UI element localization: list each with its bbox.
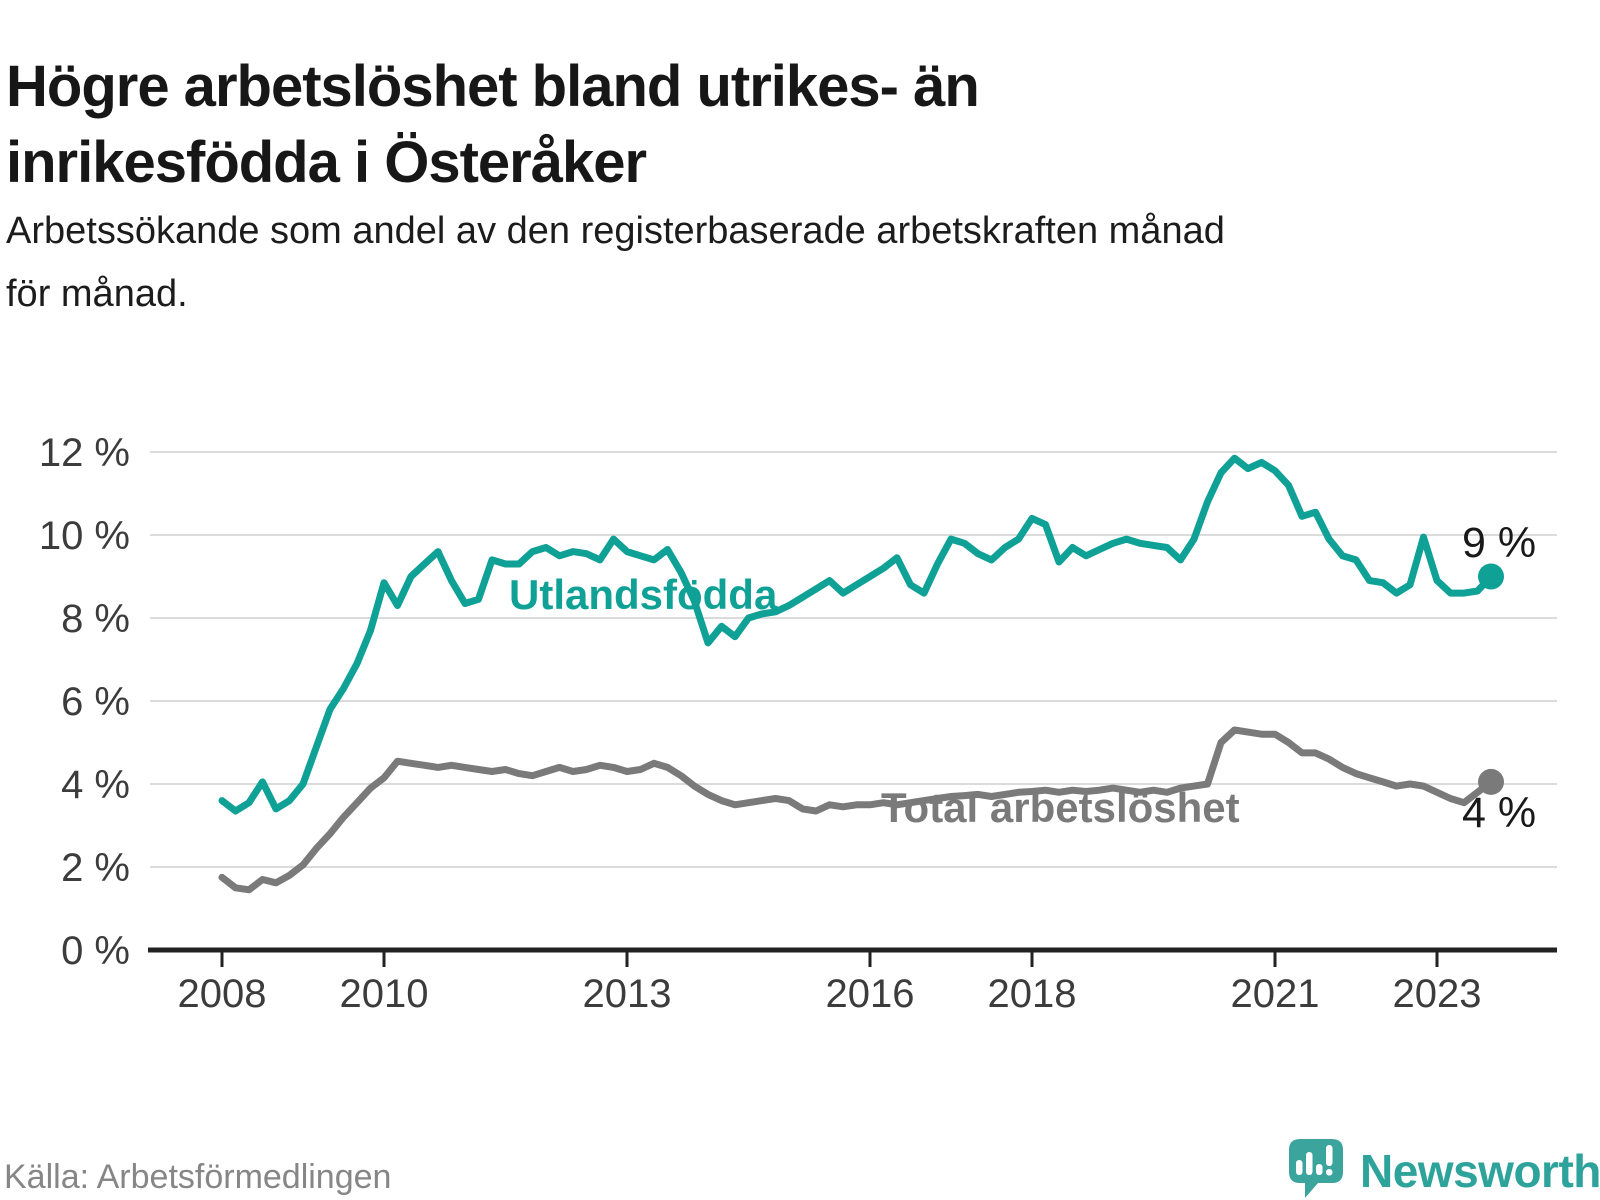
x-tick-label-2013: 2013	[583, 972, 672, 1016]
end-value-label-utlandsfodda: 9 %	[1462, 519, 1537, 567]
y-tick-label-10: 10 %	[39, 514, 130, 558]
newsworthy-wordmark: Newsworthy	[1360, 1145, 1600, 1197]
series-label-utlandsfodda: Utlandsfödda	[509, 571, 778, 618]
y-tick-label-6: 6 %	[61, 680, 130, 724]
utlandsfodda-end-dot	[1478, 563, 1504, 590]
x-tick-label-2008: 2008	[178, 972, 267, 1016]
source-note: Källa: Arbetsförmedlingen	[4, 1158, 392, 1196]
utlandsfodda-line	[218, 454, 1495, 815]
chart-subtitle-line-2: för månad.	[6, 273, 188, 315]
end-value-label-total: 4 %	[1462, 789, 1537, 837]
chart-subtitle: Arbetssökande som andel av den registerb…	[6, 200, 1546, 326]
y-tick-label-12: 12 %	[39, 431, 130, 475]
total-line	[218, 726, 1495, 894]
page-title-line-2: inrikesfödda i Österåker	[6, 129, 647, 195]
y-tick-label-4: 4 %	[61, 763, 130, 807]
x-tick-label-2010: 2010	[340, 972, 429, 1016]
newsworthy-bubble-chart-icon	[1289, 1139, 1343, 1198]
page-title-line-1: Högre arbetslöshet bland utrikes- än	[6, 53, 980, 119]
total-end-dot	[1478, 768, 1504, 795]
x-tick-label-2021: 2021	[1231, 972, 1320, 1016]
chart-subtitle-line-1: Arbetssökande som andel av den registerb…	[6, 210, 1225, 252]
y-tick-label-2: 2 %	[61, 846, 130, 890]
y-tick-label-0: 0 %	[61, 929, 130, 973]
y-tick-label-8: 8 %	[61, 597, 130, 641]
x-tick-label-2023: 2023	[1393, 972, 1482, 1016]
x-tick-label-2016: 2016	[826, 972, 915, 1016]
page-title: Högre arbetslöshet bland utrikes- än inr…	[6, 49, 1406, 201]
x-tick-label-2018: 2018	[988, 972, 1077, 1016]
series-label-total-arbetsloshet: Total arbetslöshet	[881, 784, 1240, 831]
